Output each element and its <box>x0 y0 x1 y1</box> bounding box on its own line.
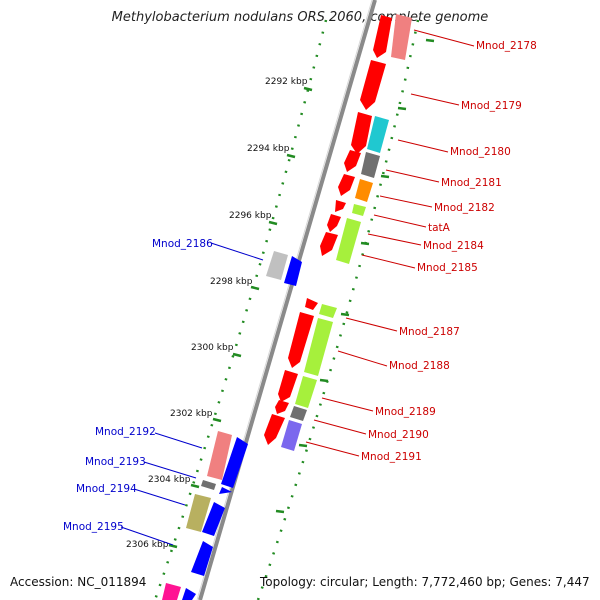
gene-arrow-mnod-2188[interactable] <box>304 318 333 376</box>
gene-label-forward[interactable]: Mnod_2184 <box>423 240 484 252</box>
genome-backbone <box>198 0 377 600</box>
gene-arrow-mnod-2191-red[interactable] <box>264 414 285 445</box>
gene-arrow-mnod-2182-red[interactable] <box>338 174 355 196</box>
gene-arrow-mnod-2187[interactable] <box>319 304 337 318</box>
gene-arrow-mnod-2193[interactable] <box>219 487 232 494</box>
topology-text: Topology: circular; Length: 7,772,460 bp… <box>260 575 590 589</box>
gene-arrow-magenta[interactable] <box>162 583 181 600</box>
gene-label-forward[interactable]: Mnod_2188 <box>389 360 450 372</box>
gene-label-reverse[interactable]: Mnod_2186 <box>152 238 213 250</box>
gene-arrow-mnod-2192[interactable] <box>221 437 248 488</box>
gene-label-reverse[interactable]: Mnod_2192 <box>95 426 156 438</box>
gene-arrow-mnod-2187-red[interactable] <box>305 298 318 310</box>
gene-arrow-mnod-2184-red2[interactable] <box>320 232 338 256</box>
gene-arrow-mnod-2191[interactable] <box>281 420 302 451</box>
gene-label-reverse[interactable]: Mnod_2195 <box>63 521 124 533</box>
gene-arrow-mnod-2178[interactable] <box>373 15 392 58</box>
gene-label-forward[interactable]: Mnod_2190 <box>368 429 429 441</box>
gene-label-forward[interactable]: Mnod_2182 <box>434 202 495 214</box>
gene-arrow-mnod-2188-red[interactable] <box>288 312 314 368</box>
gene-arrow-mnod-2190-red[interactable] <box>275 400 289 414</box>
gene-arrow-mnod-2180-cyan[interactable] <box>367 116 389 153</box>
gene-label-forward[interactable]: Mnod_2191 <box>361 451 422 463</box>
label-leaders <box>120 29 475 546</box>
gene-arrow-mnod-2192-pink[interactable] <box>207 431 232 480</box>
gene-arrow-mnod-2180[interactable] <box>351 112 372 154</box>
scale-label: 2296 kbp <box>229 211 272 221</box>
gene-label-forward[interactable]: Mnod_2187 <box>399 326 460 338</box>
gene-arrow-mnod-2179[interactable] <box>360 60 386 110</box>
gene-arrow-mnod-2178-pink[interactable] <box>391 14 412 60</box>
gene-label-forward[interactable]: Mnod_2179 <box>461 100 522 112</box>
gene-arrow-mnod-2195[interactable] <box>191 541 213 576</box>
gene-arrow-mnod-2189-red[interactable] <box>278 370 298 402</box>
scale-label-group: 2292 kbp 2294 kbp 2296 kbp 2298 kbp 2300… <box>126 77 308 550</box>
gene-arrow-mnod-2194-olive[interactable] <box>186 494 211 532</box>
forward-strand-genes <box>264 14 412 451</box>
map-title: Methylobacterium nodulans ORS 2060, comp… <box>111 10 489 25</box>
gene-arrow-mnod-2186[interactable] <box>284 256 302 286</box>
reverse-strand-genes <box>162 251 302 600</box>
gene-arrow-mnod-2184[interactable] <box>336 218 361 264</box>
gene-arrow-mnod-2193-gray[interactable] <box>201 480 216 490</box>
gene-arrow-mnod-2186-silver[interactable] <box>266 251 288 280</box>
scale-label: 2302 kbp <box>170 409 213 419</box>
gene-arrow-tata-red[interactable] <box>335 200 346 212</box>
scale-ticks <box>168 38 435 549</box>
reverse-label-group: Mnod_2186 Mnod_2192 Mnod_2193 Mnod_2194 … <box>63 238 213 533</box>
gene-label-reverse[interactable]: Mnod_2193 <box>85 456 146 468</box>
scale-label: 2298 kbp <box>210 277 253 287</box>
scale-label: 2304 kbp <box>148 475 191 485</box>
gene-arrow-mnod-2190[interactable] <box>290 406 307 421</box>
gene-label-forward[interactable]: Mnod_2185 <box>417 262 478 274</box>
inner-tick-line <box>153 19 328 600</box>
gene-arrow-mnod-2181-red[interactable] <box>344 150 361 172</box>
gene-label-forward[interactable]: Mnod_2180 <box>450 146 511 158</box>
gene-label-forward[interactable]: Mnod_2181 <box>441 177 502 189</box>
forward-label-group: Mnod_2178 Mnod_2179 Mnod_2180 Mnod_2181 … <box>361 40 537 463</box>
gene-arrow-mnod-2189[interactable] <box>295 376 317 408</box>
gene-label-forward[interactable]: Mnod_2178 <box>476 40 537 52</box>
scale-label: 2300 kbp <box>191 343 234 353</box>
scale-label: 2294 kbp <box>247 144 290 154</box>
gene-arrow-mnod-2194[interactable] <box>202 502 225 536</box>
gene-label-forward[interactable]: tatA <box>428 222 451 234</box>
gene-arrow-mnod-2182-orange[interactable] <box>355 179 373 202</box>
gene-label-forward[interactable]: Mnod_2189 <box>375 406 436 418</box>
gene-arrow-mnod-2181-gray[interactable] <box>361 152 380 178</box>
gene-arrow-mnod-2184-red[interactable] <box>327 214 341 232</box>
scale-label: 2306 kbp <box>126 540 169 550</box>
gene-label-reverse[interactable]: Mnod_2194 <box>76 483 137 495</box>
scale-label: 2292 kbp <box>265 77 308 87</box>
accession-text: Accession: NC_011894 <box>10 575 147 589</box>
gene-arrow-blue-bottom[interactable] <box>182 588 196 600</box>
gene-arrow-tata[interactable] <box>352 204 366 216</box>
